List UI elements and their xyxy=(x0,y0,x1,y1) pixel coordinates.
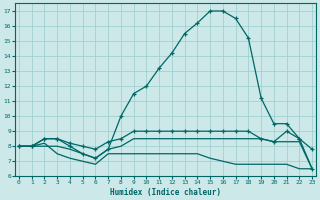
X-axis label: Humidex (Indice chaleur): Humidex (Indice chaleur) xyxy=(110,188,221,197)
